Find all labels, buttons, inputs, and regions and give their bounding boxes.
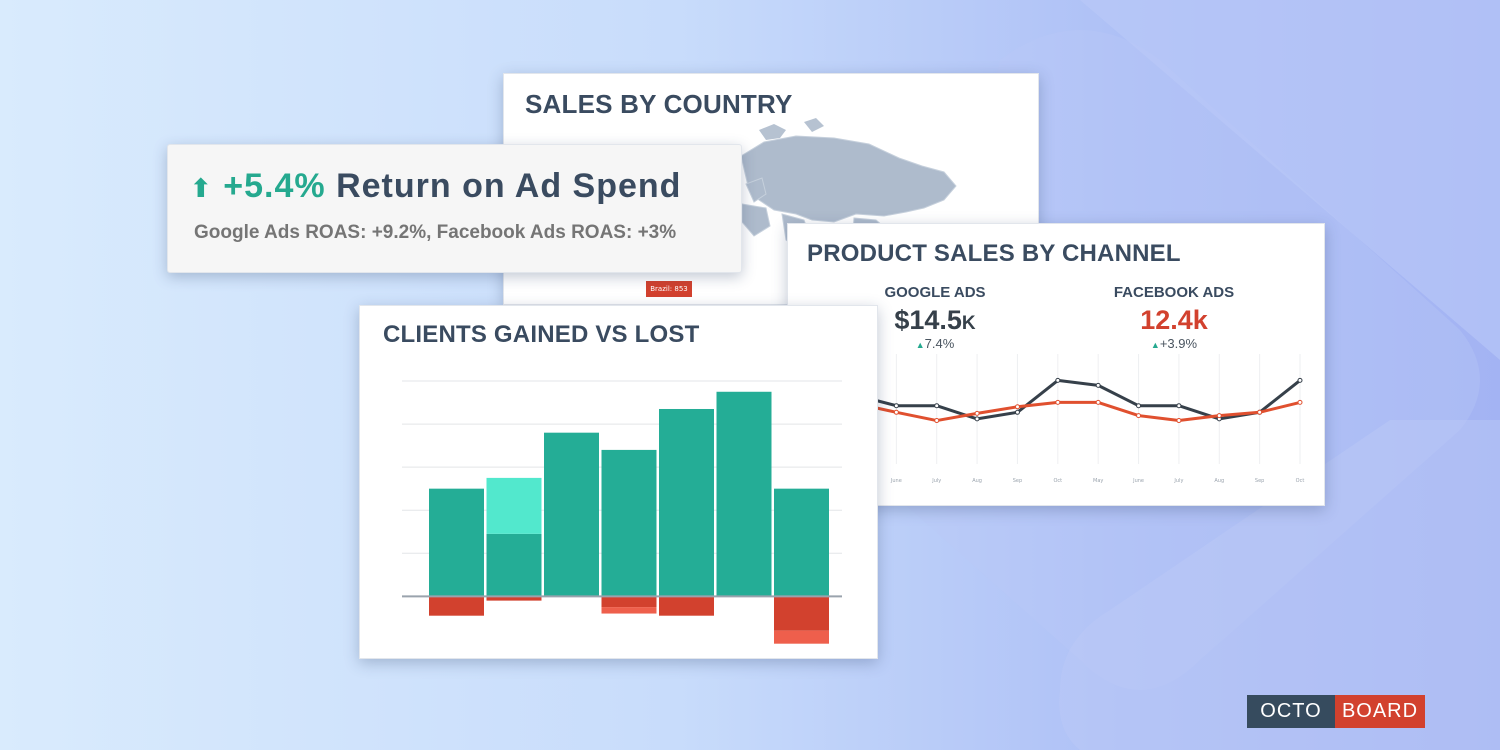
data-point bbox=[934, 418, 940, 424]
facebook-ads-change-value: +3.9% bbox=[1159, 336, 1198, 351]
google-ads-change-value: 7.4% bbox=[924, 336, 955, 351]
x-tick-label: June bbox=[1132, 478, 1144, 484]
data-point bbox=[934, 403, 940, 409]
data-point bbox=[1095, 399, 1101, 405]
tooltip-text: Brazil: 853 bbox=[650, 285, 688, 293]
bar bbox=[486, 477, 542, 534]
data-point bbox=[1297, 377, 1303, 383]
bar bbox=[601, 607, 657, 614]
data-point bbox=[1297, 399, 1303, 405]
x-tick-label: Oct bbox=[1296, 478, 1305, 484]
x-tick-label: Aug bbox=[972, 478, 982, 484]
bar bbox=[659, 408, 714, 597]
data-point bbox=[1136, 413, 1142, 419]
arrow-up-icon: ⬆ bbox=[190, 174, 213, 204]
x-tick-label: June bbox=[890, 478, 902, 484]
series-line bbox=[855, 378, 1301, 421]
bar bbox=[601, 596, 657, 608]
google-ads-amount: $14.5 bbox=[894, 305, 962, 335]
x-tick-label: July bbox=[931, 478, 941, 484]
roas-headline: ⬆ +5.4% Return on Ad Spend bbox=[190, 167, 681, 206]
data-point bbox=[974, 410, 980, 416]
facebook-ads-change: ▲+3.9% bbox=[1096, 336, 1252, 351]
bar bbox=[601, 449, 657, 597]
data-point bbox=[1136, 403, 1142, 409]
data-point bbox=[1257, 409, 1263, 415]
octoboard-logo: OCTO BOARD bbox=[1247, 695, 1425, 728]
bar bbox=[774, 630, 829, 644]
google-ads-value: $14.5K bbox=[857, 305, 1013, 336]
data-point bbox=[1055, 377, 1061, 383]
x-tick-label: Oct bbox=[1053, 478, 1062, 484]
facebook-ads-value: 12.4k bbox=[1140, 305, 1208, 335]
data-point bbox=[974, 416, 980, 422]
product-sales-line-chart[interactable]: June July Aug Sep Oct May June July Aug Sep Oct bbox=[788, 224, 1324, 505]
data-point bbox=[1176, 403, 1182, 409]
data-point bbox=[893, 409, 899, 415]
facebook-ads-label: FACEBOOK ADS bbox=[1113, 284, 1235, 301]
data-point bbox=[1176, 418, 1182, 424]
x-tick-label: May bbox=[1093, 478, 1103, 484]
google-ads-label: GOOGLE ADS bbox=[884, 284, 986, 301]
roas-card[interactable]: ⬆ +5.4% Return on Ad Spend Google Ads RO… bbox=[167, 144, 742, 273]
bar bbox=[774, 488, 829, 597]
bar bbox=[486, 596, 542, 601]
roas-change: +5.4% bbox=[223, 167, 326, 205]
roas-subtitle: Google Ads ROAS: +9.2%, Facebook Ads ROA… bbox=[194, 222, 677, 243]
logo-octo: OCTO bbox=[1247, 695, 1335, 728]
clients-card[interactable]: CLIENTS GAINED VS LOST bbox=[359, 305, 878, 659]
bar bbox=[429, 596, 484, 616]
x-tick-label: Sep bbox=[1255, 478, 1264, 484]
bar bbox=[659, 596, 714, 616]
data-point bbox=[1014, 404, 1020, 410]
series-line bbox=[855, 400, 1301, 423]
roas-title: Return on Ad Spend bbox=[336, 167, 682, 205]
logo-board: BOARD bbox=[1335, 695, 1425, 728]
data-point bbox=[1216, 413, 1222, 419]
google-ads-change: ▲7.4% bbox=[857, 336, 1013, 351]
clients-title: CLIENTS GAINED VS LOST bbox=[383, 321, 700, 348]
map-tooltip: Brazil: 853 bbox=[646, 281, 692, 297]
x-tick-label: Sep bbox=[1013, 478, 1022, 484]
bar bbox=[429, 488, 484, 597]
up-triangle-icon: ▲ bbox=[1150, 340, 1160, 350]
bar bbox=[716, 391, 772, 597]
bar bbox=[544, 432, 599, 597]
x-tick-label: Aug bbox=[1214, 478, 1224, 484]
bar bbox=[774, 596, 829, 631]
data-point bbox=[893, 403, 899, 409]
data-point bbox=[1014, 409, 1020, 415]
x-tick-label: July bbox=[1173, 478, 1183, 484]
clients-bar-chart[interactable] bbox=[360, 306, 877, 658]
up-triangle-icon: ▲ bbox=[915, 340, 925, 350]
data-point bbox=[1095, 382, 1101, 388]
bar bbox=[486, 533, 542, 597]
product-sales-title: PRODUCT SALES BY CHANNEL bbox=[807, 240, 1181, 267]
sales-by-country-title: SALES BY COUNTRY bbox=[525, 89, 793, 119]
data-point bbox=[1055, 399, 1061, 405]
google-ads-suffix: K bbox=[961, 313, 976, 334]
